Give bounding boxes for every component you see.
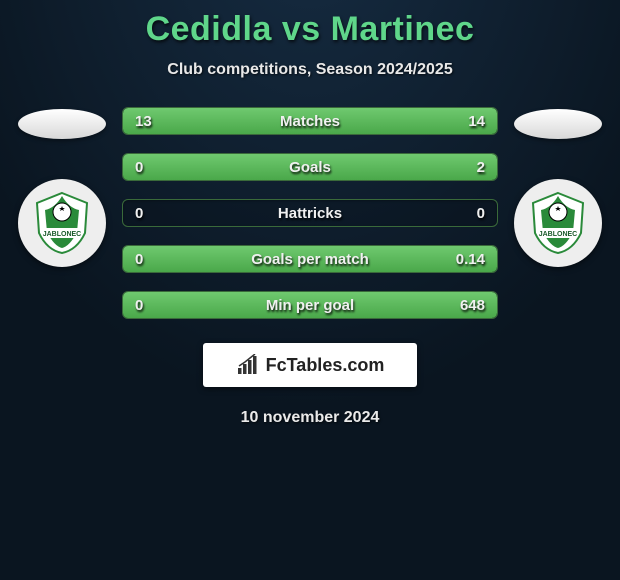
stat-label: Min per goal: [123, 292, 497, 318]
page-title: Cedidla vs Martinec: [0, 0, 620, 49]
left-country-flag: [18, 109, 106, 139]
stat-label: Hattricks: [123, 200, 497, 226]
chart-icon: [236, 354, 260, 376]
right-player-column: JABLONEC: [504, 107, 612, 267]
stat-row: 1314Matches: [122, 107, 498, 135]
stat-row: 0648Min per goal: [122, 291, 498, 319]
svg-text:JABLONEC: JABLONEC: [43, 231, 82, 238]
footer: FcTables.com 10 november 2024: [0, 343, 620, 427]
right-club-badge: JABLONEC: [514, 179, 602, 267]
comparison-area: JABLONEC 1314Matches 02Goals 00Hattricks 00…: [0, 107, 620, 337]
stat-label: Goals per match: [123, 246, 497, 272]
stat-label: Matches: [123, 108, 497, 134]
stat-label: Goals: [123, 154, 497, 180]
stat-row: 02Goals: [122, 153, 498, 181]
left-club-badge: JABLONEC: [18, 179, 106, 267]
club-logo-icon: JABLONEC: [27, 188, 97, 258]
branding-text: FcTables.com: [266, 355, 385, 376]
club-logo-icon: JABLONEC: [523, 188, 593, 258]
svg-text:JABLONEC: JABLONEC: [539, 231, 578, 238]
date-label: 10 november 2024: [0, 409, 620, 427]
stat-row: 00Hattricks: [122, 199, 498, 227]
right-country-flag: [514, 109, 602, 139]
branding-box: FcTables.com: [203, 343, 417, 387]
stat-row: 00.14Goals per match: [122, 245, 498, 273]
stats-bars: 1314Matches 02Goals 00Hattricks 00.14Goals …: [116, 107, 504, 337]
left-player-column: JABLONEC: [8, 107, 116, 267]
subtitle: Club competitions, Season 2024/2025: [0, 61, 620, 79]
